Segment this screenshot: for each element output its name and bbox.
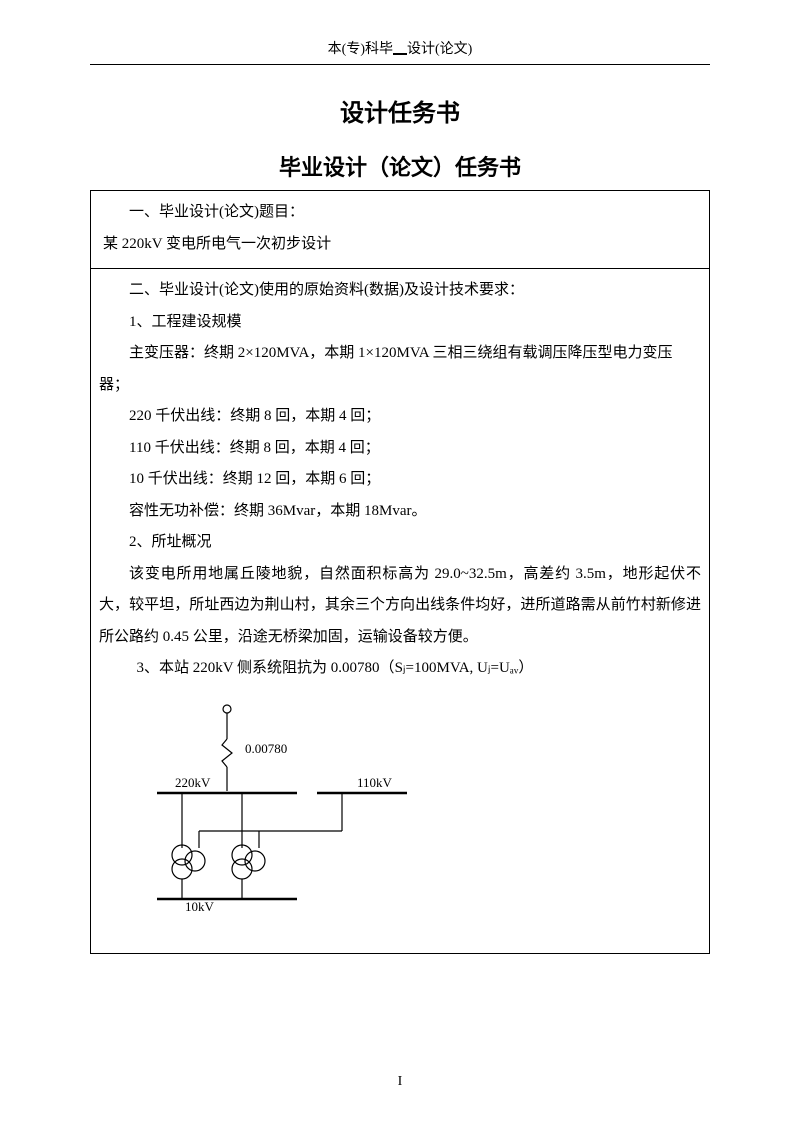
content: 设计任务书 毕业设计（论文）任务书 一、毕业设计(论文)题目： 某 220kV … [90, 65, 710, 954]
s2-heading: 二、毕业设计(论文)使用的原始资料(数据)及设计技术要求： [99, 275, 701, 307]
header-text-right: 设计(论文) [407, 42, 472, 57]
task-table: 一、毕业设计(论文)题目： 某 220kV 变电所电气一次初步设计 二、毕业设计… [90, 190, 710, 954]
section-2: 二、毕业设计(论文)使用的原始资料(数据)及设计技术要求： 1、工程建设规模 主… [91, 269, 709, 953]
s1-line1: 某 220kV 变电所电气一次初步设计 [99, 229, 701, 261]
svg-text:0.00780: 0.00780 [245, 741, 287, 756]
s2-sub1: 1、工程建设规模 [99, 307, 701, 339]
circuit-diagram: 0.00780 220kV 110kV 10kV [127, 703, 701, 926]
title-primary: 设计任务书 [90, 93, 710, 128]
s2-sub3: 3、本站 220kV 侧系统阻抗为 0.00780（Sⱼ=100MVA, Uⱼ=… [99, 653, 701, 685]
svg-text:110kV: 110kV [357, 775, 393, 790]
page-number: I [398, 1074, 403, 1089]
header-underline [393, 53, 407, 55]
svg-text:220kV: 220kV [175, 775, 211, 790]
s2-sub2: 2、所址概况 [99, 527, 701, 559]
svg-text:10kV: 10kV [185, 899, 215, 913]
diagram-svg: 0.00780 220kV 110kV 10kV [127, 703, 427, 913]
page-footer: I [0, 1074, 800, 1090]
s2-p2: 220 千伏出线：终期 8 回，本期 4 回； [99, 401, 701, 433]
s2-p4: 10 千伏出线：终期 12 回，本期 6 回； [99, 464, 701, 496]
page-header: 本(专)科毕设计(论文) [0, 0, 800, 62]
s2-p1a: 主变压器：终期 2×120MVA，本期 1×120MVA 三相三绕组有载调压降压… [99, 338, 701, 370]
s2-p1b: 器； [99, 370, 701, 402]
s2-p6: 该变电所用地属丘陵地貌，自然面积标高为 29.0~32.5m，高差约 3.5m，… [99, 559, 701, 654]
s2-p5: 容性无功补偿：终期 36Mvar，本期 18Mvar。 [99, 496, 701, 528]
section-1: 一、毕业设计(论文)题目： 某 220kV 变电所电气一次初步设计 [91, 191, 709, 269]
s1-heading: 一、毕业设计(论文)题目： [99, 197, 701, 229]
s2-p3: 110 千伏出线：终期 8 回，本期 4 回； [99, 433, 701, 465]
title-secondary: 毕业设计（论文）任务书 [90, 150, 710, 182]
header-text-left: 本(专)科毕 [328, 42, 393, 57]
